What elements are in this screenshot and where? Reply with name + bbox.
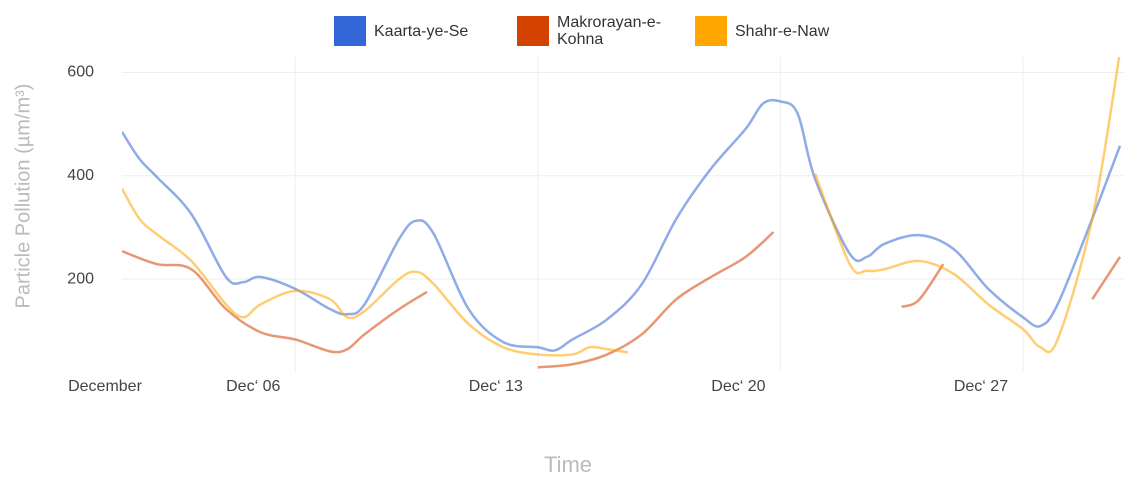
y-tick-label: 600 (67, 64, 94, 81)
y-axis-label: Particle Pollution (µm/m³) (12, 84, 34, 309)
legend-label: Kaarta-ye-Se (374, 22, 469, 40)
legend-swatch (695, 16, 727, 46)
legend-swatch (334, 16, 366, 46)
x-tick-label: Dec‘ 13 (469, 378, 523, 395)
x-tick-label: Dec‘ 20 (711, 378, 765, 395)
y-tick-label: 200 (67, 270, 94, 287)
line (122, 98, 1122, 352)
line (122, 231, 1122, 369)
legend-item: Kaarta-ye-Se (334, 15, 468, 47)
plot-area (122, 57, 1122, 369)
line (122, 57, 1121, 357)
legend-swatch (517, 16, 549, 46)
x-tick-label: Dec‘ 06 (226, 378, 280, 395)
y-tick-label: 400 (67, 167, 94, 184)
legend-item: Shahr-e-Naw (695, 15, 829, 47)
x-axis-label: Time (544, 452, 592, 477)
legend-item: Makrorayan-e-Kohna (517, 14, 682, 48)
x-tick-label: December (68, 378, 142, 395)
x-tick-label: Dec‘ 27 (954, 378, 1008, 395)
legend-label: Shahr-e-Naw (735, 22, 830, 40)
legend-label: Makrorayan-e-Kohna (557, 14, 662, 48)
